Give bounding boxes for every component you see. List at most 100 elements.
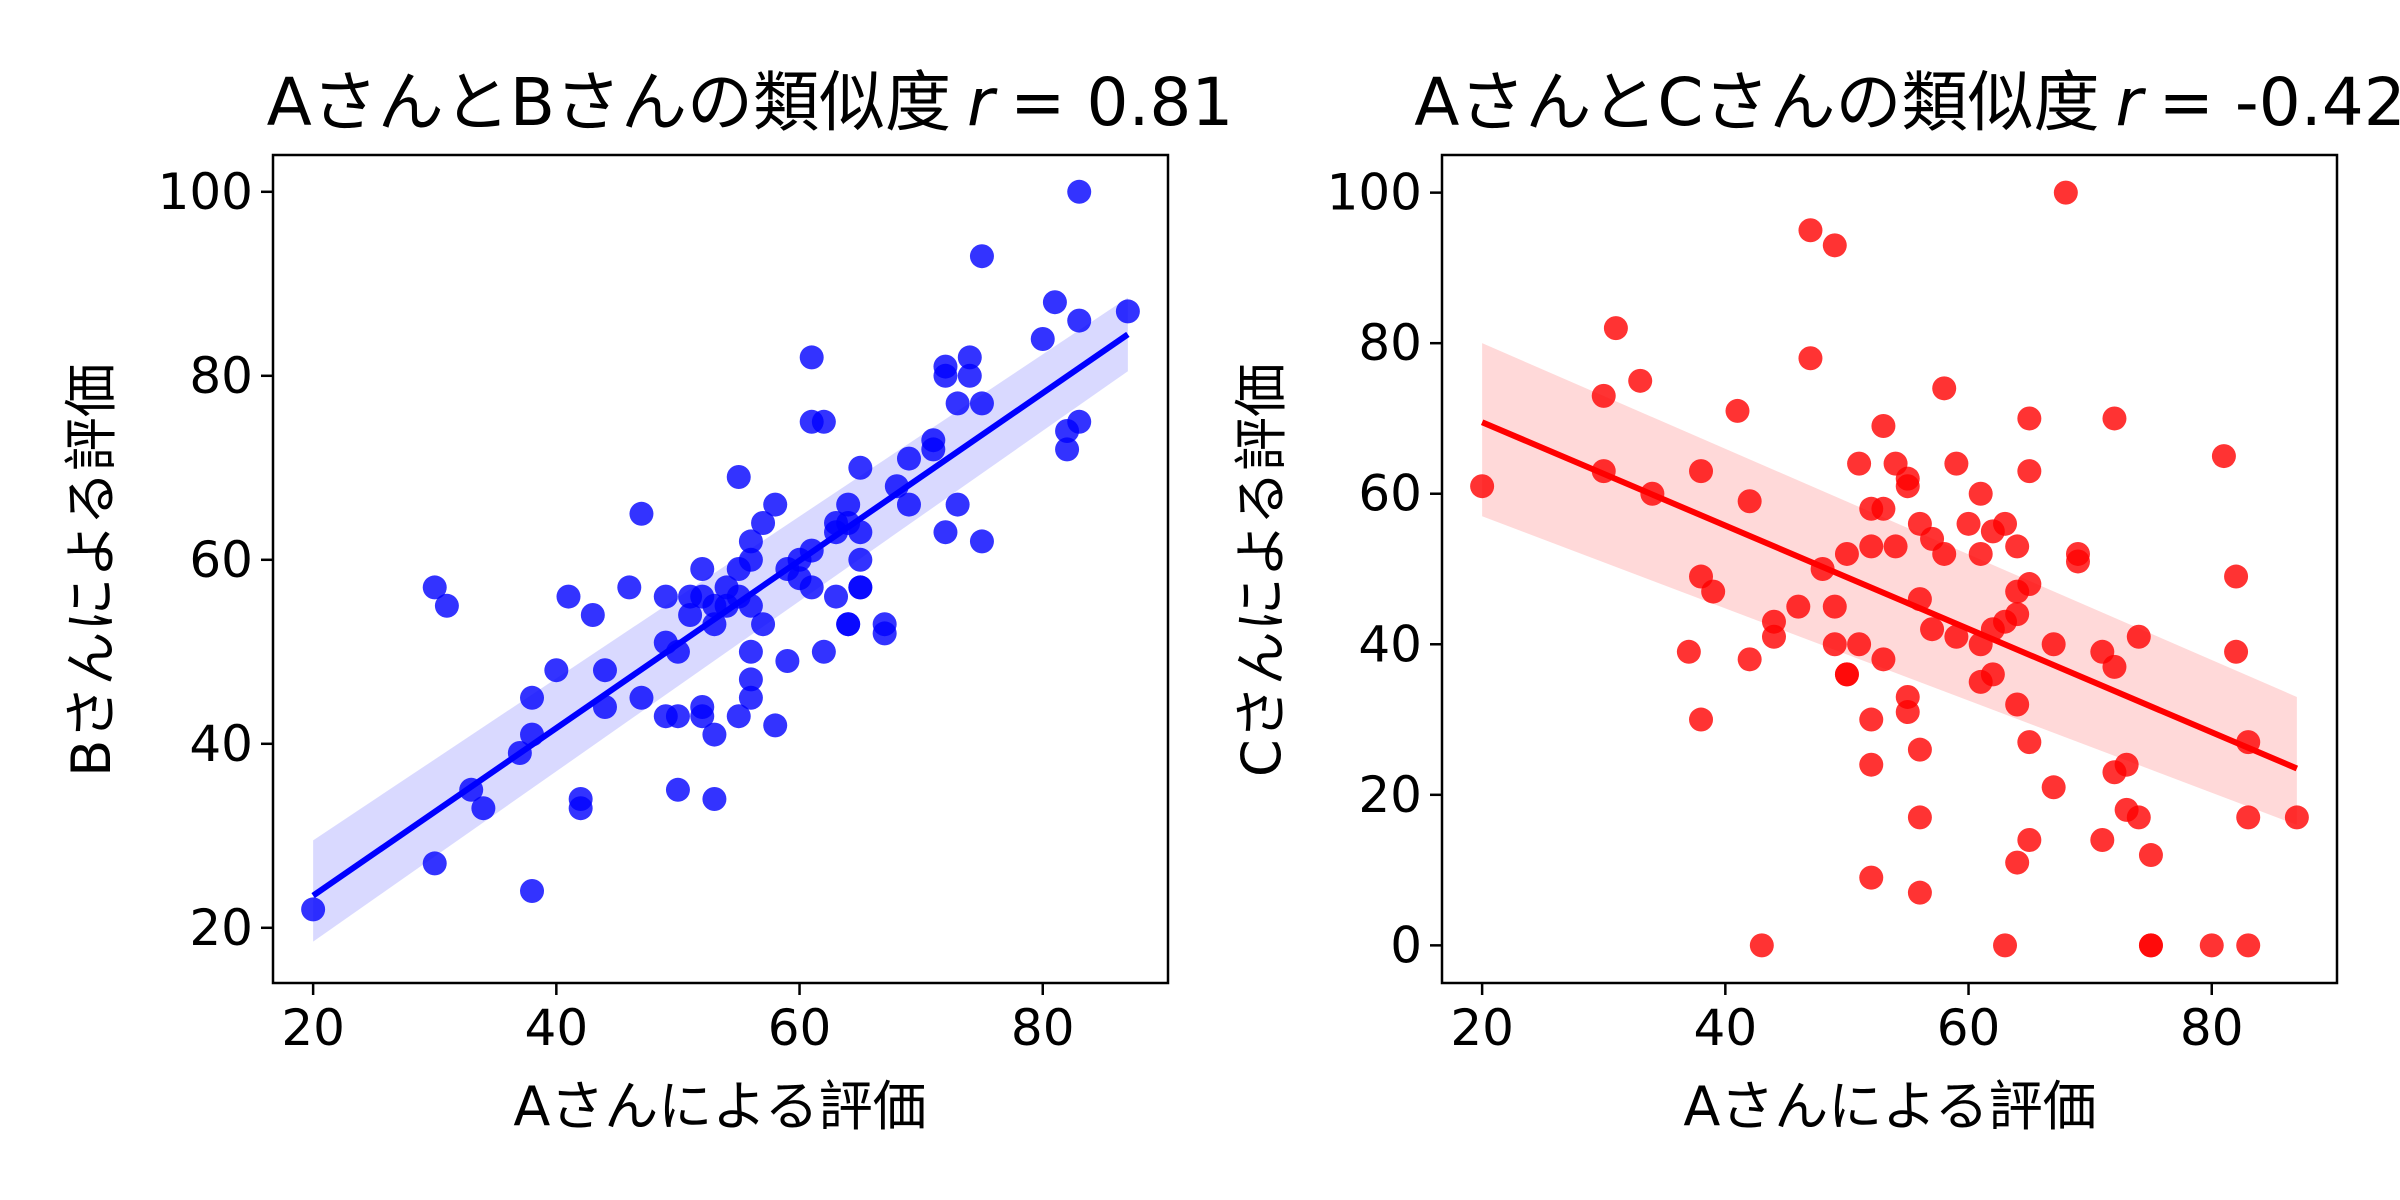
scatter-point — [1920, 617, 1945, 642]
regression-line — [1480, 419, 2299, 772]
scatter-point — [1907, 880, 1932, 905]
scatter-point — [629, 685, 654, 710]
scatter-point — [520, 879, 545, 903]
scatter-point — [2053, 180, 2078, 205]
scatter-point — [1847, 451, 1872, 476]
y-tick-label: 40 — [189, 715, 253, 773]
scatter-point — [1042, 290, 1067, 315]
scatter-point — [702, 787, 727, 811]
chart-title-stat-symbol: r — [967, 64, 998, 141]
scatter-point — [678, 603, 703, 627]
x-tick-label: 40 — [525, 999, 589, 1057]
scatter-point — [751, 511, 776, 535]
chart-title-text: AさんとBさんの類似度 — [267, 64, 951, 141]
scatter-point — [848, 547, 873, 572]
scatter-point — [665, 777, 690, 802]
scatter-point — [1676, 639, 1701, 664]
scatter-point — [738, 529, 763, 554]
y-tick-label: 60 — [1358, 465, 1422, 523]
scatter-point — [2005, 692, 2030, 717]
scatter-point — [896, 492, 921, 517]
scatter-point — [1786, 594, 1811, 619]
y-tick-label: 40 — [1358, 615, 1422, 673]
scatter-point — [1067, 409, 1092, 434]
scatter-point — [811, 639, 836, 664]
x-tick-label: 60 — [1937, 999, 2001, 1057]
scatter-point — [763, 713, 788, 738]
scatter-point — [471, 796, 496, 821]
scatter-point — [1956, 511, 1981, 536]
scatter-point — [2126, 624, 2151, 649]
scatter-point — [580, 603, 605, 627]
scatter-point — [726, 704, 751, 729]
x-tick-label: 20 — [1450, 999, 1514, 1057]
y-axis-ticks: 0 20 40 60 80 100 — [1327, 164, 1442, 974]
scatter-point — [1871, 413, 1896, 438]
scatter-point — [2224, 564, 2249, 589]
scatter-point — [2041, 632, 2066, 657]
scatter-point — [945, 391, 970, 416]
scatter-point — [592, 658, 617, 683]
scatter-point — [1689, 707, 1714, 732]
scatter-point — [1932, 376, 1957, 401]
scatter-point — [738, 667, 763, 692]
confidence-band-area — [1482, 343, 2297, 825]
scatter-point — [1859, 752, 1884, 777]
scatter-point — [1859, 865, 1884, 890]
scatter-point — [1055, 437, 1080, 462]
scatter-point — [1701, 579, 1726, 604]
y-tick-label: 60 — [189, 531, 253, 589]
scatter-point — [751, 612, 776, 637]
scatter-point — [2126, 805, 2151, 830]
scatter-point — [896, 446, 921, 471]
scatter-point — [2017, 406, 2042, 431]
scatter-point — [2199, 933, 2224, 958]
scatter-point — [1470, 474, 1495, 499]
scatter-point — [1980, 662, 2005, 687]
y-tick-label: 20 — [1358, 766, 1422, 824]
scatter-point — [872, 621, 897, 646]
scatter-point — [1944, 624, 1969, 649]
scatter-point — [1822, 233, 1847, 258]
x-tick-label: 20 — [281, 999, 345, 1057]
scatter-point — [1628, 368, 1653, 393]
scatter-point — [1944, 451, 1969, 476]
x-axis-label: Aさんによる評価 — [513, 1075, 926, 1138]
scatter-point — [824, 584, 849, 609]
scatter-point — [1871, 496, 1896, 521]
chart-title: AさんとCさんの類似度 r = -0.42 — [1414, 64, 2400, 141]
scatter-point — [690, 557, 715, 581]
scatter-point — [738, 547, 763, 572]
y-tick-label: 0 — [1390, 916, 1422, 974]
panel-ab-similarity: AさんとBさんの類似度 r = 0.81 20 40 60 80 20406080100 … — [60, 64, 1233, 1138]
scatter-point — [2090, 827, 2115, 852]
scatter-point — [544, 658, 569, 683]
scatter-point — [969, 529, 994, 554]
scatter-point — [2236, 933, 2261, 958]
scatter-point — [1847, 632, 1872, 657]
scatter-point — [1030, 327, 1055, 351]
scatter-point — [1822, 632, 1847, 657]
scatter-point — [1761, 624, 1786, 649]
scatter-point — [2005, 534, 2030, 559]
scatter-point — [775, 649, 800, 673]
scatter-point — [629, 501, 654, 526]
scatter-point — [1725, 398, 1750, 423]
scatter-point — [763, 492, 788, 517]
confidence-band — [1482, 343, 2297, 825]
scatter-point — [933, 363, 958, 388]
x-tick-label: 60 — [768, 999, 832, 1057]
scatter-point — [2005, 602, 2030, 627]
scatter-point — [811, 409, 836, 434]
scatter-point — [848, 455, 873, 480]
scatter-point — [738, 639, 763, 664]
scatter-point — [702, 722, 727, 747]
scatter-point — [1895, 700, 1920, 725]
regression-line — [311, 331, 1130, 899]
scatter-point — [665, 704, 690, 729]
plot-frame — [271, 153, 1170, 985]
scatter-point — [1932, 541, 1957, 566]
x-axis-ticks: 20 40 60 80 — [281, 983, 1075, 1057]
scatter-point — [2211, 444, 2236, 469]
chart-title-text: AさんとCさんの類似度 — [1414, 64, 2099, 141]
